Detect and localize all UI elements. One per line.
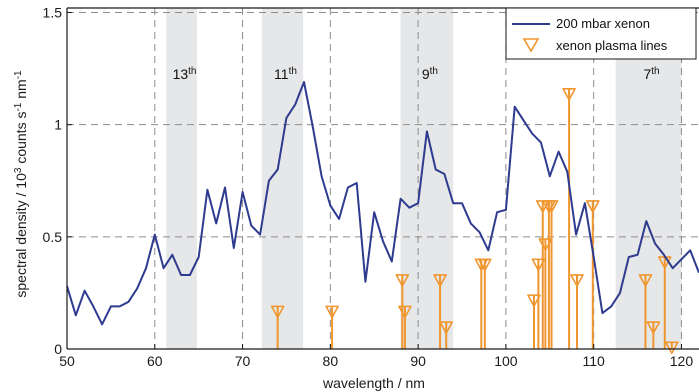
plasma-marker-20 [664, 341, 679, 355]
harmonic-band-2 [400, 8, 454, 349]
legend-box [505, 7, 697, 60]
y-tick-label-0: 0 [54, 341, 62, 357]
y-axis-ticks: 0 0.5 1 1.5 [43, 4, 72, 357]
plasma-marker-2 [395, 274, 410, 287]
y-axis-label: spectral density / 103 counts s-1 nm-1 [13, 70, 29, 298]
harmonic-label-3: 7th [643, 66, 659, 82]
x-tick-label-4: 90 [410, 353, 426, 369]
x-tick-label-1: 60 [147, 353, 163, 369]
y-tick-label-1: 0.5 [43, 229, 63, 245]
plasma-marker-18 [646, 321, 661, 334]
x-tick-label-6: 110 [583, 353, 606, 369]
plasma-marker-13 [544, 200, 559, 213]
harmonic-label-1: 11th [274, 66, 297, 82]
harmonic-band-0 [166, 8, 197, 349]
plasma-marker-9 [531, 258, 546, 272]
harmonic-band-1 [261, 8, 304, 349]
legend-label-spectrum: 200 mbar xenon [556, 16, 650, 31]
xenon-spectrum-series [66, 81, 699, 326]
plasma-marker-0 [270, 305, 285, 319]
x-tick-label-3: 80 [323, 353, 339, 369]
plasma-marker-8 [527, 294, 541, 307]
plasma-marker-4 [433, 274, 447, 287]
harmonic-band-3 [615, 8, 682, 349]
x-axis-ticks: 50 60 70 80 90 100 110 120 [59, 344, 693, 369]
x-tick-label-7: 120 [670, 353, 694, 369]
plasma-marker-5 [439, 321, 453, 334]
grid-lines [67, 8, 699, 349]
plasma-marker-3 [398, 305, 412, 319]
legend-triangle-marker [522, 38, 540, 53]
x-tick-label-5: 100 [494, 353, 518, 369]
plasma-marker-16 [585, 200, 600, 213]
y-tick-label-3: 1.5 [43, 4, 63, 20]
x-axis-label: wavelength / nm [322, 375, 425, 391]
y-tick-label-2: 1 [54, 117, 62, 133]
spectrum-line [66, 81, 699, 326]
plasma-marker-1 [325, 305, 339, 319]
plasma-marker-15 [570, 274, 584, 287]
harmonic-label-2: 9th [422, 66, 438, 82]
legend: 200 mbar xenon xenon plasma lines [505, 7, 697, 60]
harmonic-bands [166, 8, 682, 349]
plasma-marker-7 [478, 258, 492, 272]
plasma-line-stems [270, 87, 679, 355]
x-tick-label-2: 70 [235, 353, 251, 369]
plasma-marker-14 [562, 87, 576, 101]
plasma-marker-17 [638, 274, 653, 287]
harmonic-label-0: 13th [173, 66, 197, 82]
legend-label-plasma: xenon plasma lines [556, 38, 668, 53]
harmonic-band-labels: 13th 11th 9th 7th [173, 66, 660, 82]
x-tick-label-0: 50 [59, 353, 75, 369]
